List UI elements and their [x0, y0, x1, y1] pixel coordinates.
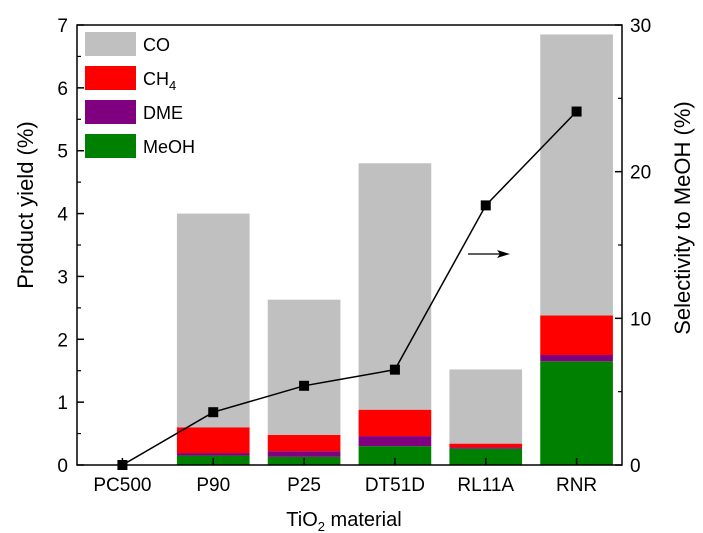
- bar-co-rl11a: [449, 369, 523, 444]
- legend-label-subscript: 4: [169, 78, 176, 93]
- x-axis-title-tail: material: [325, 509, 402, 531]
- category-labels: PC500 P90 P25 DT51D RL11A RNR: [93, 458, 597, 496]
- bar-meoh-rnr: [540, 361, 613, 465]
- legend-swatch-ch: [85, 66, 136, 90]
- legend-label-ch: CH4: [143, 69, 176, 93]
- legend-label-main: DME: [143, 103, 183, 123]
- legend-label-main: MeOH: [143, 137, 195, 157]
- bar-co-rnr: [540, 34, 613, 316]
- y2-tick-label: 10: [630, 309, 651, 330]
- selectivity-marker-rl11a: [480, 200, 491, 211]
- legend-swatch-co: [85, 32, 136, 56]
- y-tick-label: 6: [57, 79, 68, 100]
- bar-dme-p25: [267, 451, 341, 457]
- bar-ch-p90: [176, 427, 250, 454]
- y-axis-title: Product yield (%): [13, 121, 38, 289]
- x-category-label: DT51D: [365, 475, 425, 496]
- bar-co-p25: [267, 299, 341, 435]
- selectivity-line: [122, 111, 578, 466]
- bar-dme-rnr: [540, 355, 613, 362]
- bar-ch-p25: [267, 434, 341, 452]
- bar-dme-rl11a: [449, 447, 523, 449]
- bar-ch-rnr: [540, 315, 613, 355]
- bar-ch-dt51d: [358, 409, 432, 437]
- selectivity-marker-dt51d: [389, 364, 400, 375]
- x-category-label: RL11A: [457, 475, 514, 496]
- y2-tick-label: 30: [630, 16, 651, 37]
- bars-layer: [176, 34, 613, 465]
- x-category-label: P25: [287, 475, 321, 496]
- legend-label-dme: DME: [143, 103, 183, 123]
- x-category-label: PC500: [93, 475, 151, 496]
- legend-swatch-meoh: [85, 134, 136, 158]
- legend-label-co: CO: [143, 35, 170, 55]
- bar-meoh-rl11a: [449, 448, 523, 465]
- left-axis-ticks: 0 1 2 3 4 5 6 7: [57, 16, 84, 477]
- legend: CO CH4 DME MeOH: [85, 32, 195, 158]
- bar-ch-rl11a: [449, 443, 523, 448]
- legend-label-meoh: MeOH: [143, 137, 195, 157]
- x-axis-title-sub: 2: [318, 519, 325, 533]
- bar-meoh-dt51d: [358, 446, 432, 465]
- right-axis-ticks: 0 10 20 30: [615, 16, 651, 477]
- y2-tick-label: 0: [630, 456, 641, 477]
- x-category-label: RNR: [556, 475, 597, 496]
- y-tick-label: 7: [57, 16, 68, 37]
- bar-dme-dt51d: [358, 436, 432, 447]
- bar-dme-p90: [176, 453, 250, 456]
- selectivity-marker-rnr: [571, 106, 582, 117]
- y-tick-label: 4: [57, 205, 68, 226]
- y-tick-label: 2: [57, 330, 68, 351]
- y-tick-label: 0: [57, 456, 68, 477]
- y-tick-label: 1: [57, 393, 68, 414]
- arrow-annotation: [468, 250, 510, 258]
- legend-label-main: CH: [143, 69, 169, 89]
- y2-axis-title: Selectivity to MeOH (%): [670, 101, 695, 335]
- legend-label-main: CO: [143, 35, 170, 55]
- arrow-head: [497, 250, 510, 258]
- y-tick-label: 5: [57, 142, 68, 163]
- y2-tick-label: 20: [630, 163, 651, 184]
- x-axis-title-main: TiO: [286, 509, 317, 531]
- bar-co-p90: [176, 213, 250, 428]
- x-axis-title: TiO2 material: [286, 509, 401, 533]
- selectivity-marker-p90: [208, 407, 219, 418]
- selectivity-marker-p25: [299, 380, 310, 391]
- y-tick-label: 3: [57, 267, 68, 288]
- legend-swatch-dme: [85, 100, 136, 124]
- x-category-label: P90: [196, 475, 230, 496]
